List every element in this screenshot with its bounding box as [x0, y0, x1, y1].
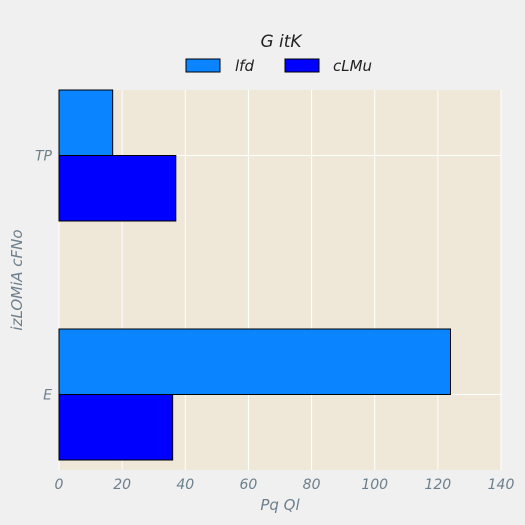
bars	[58, 89, 451, 461]
x-tick-label: 60	[240, 477, 258, 493]
chart-title: G itK	[260, 32, 303, 52]
y-axis-label: izLOMiA cFNo	[8, 229, 26, 330]
y-tick-label-TP: TP	[35, 149, 53, 165]
x-axis-ticks: 0 20 40 60 80 100 120 140	[55, 477, 515, 493]
bar-lfd-TP	[58, 89, 114, 156]
legend-swatch-lfd	[185, 58, 221, 73]
x-tick-label: 0	[55, 477, 64, 493]
bar-cLMu-E	[58, 394, 174, 461]
legend-label-cLMu: cLMu	[333, 57, 372, 75]
bar-cLMu-TP	[58, 155, 177, 222]
legend-label-lfd: lfd	[235, 57, 254, 75]
x-tick-label: 40	[176, 477, 194, 493]
y-axis-ticks: TP E	[35, 149, 53, 404]
legend: lfd cLMu	[185, 57, 372, 75]
y-tick-label-E: E	[43, 388, 52, 404]
x-tick-label: 120	[424, 477, 451, 493]
x-tick-label: 20	[113, 477, 131, 493]
x-axis-label: Pq Ql	[260, 496, 300, 514]
bar-lfd-E	[58, 328, 451, 395]
legend-swatch-cLMu	[284, 58, 320, 73]
x-tick-label: 100	[361, 477, 388, 493]
x-tick-label: 140	[488, 477, 515, 493]
x-tick-label: 80	[303, 477, 321, 493]
